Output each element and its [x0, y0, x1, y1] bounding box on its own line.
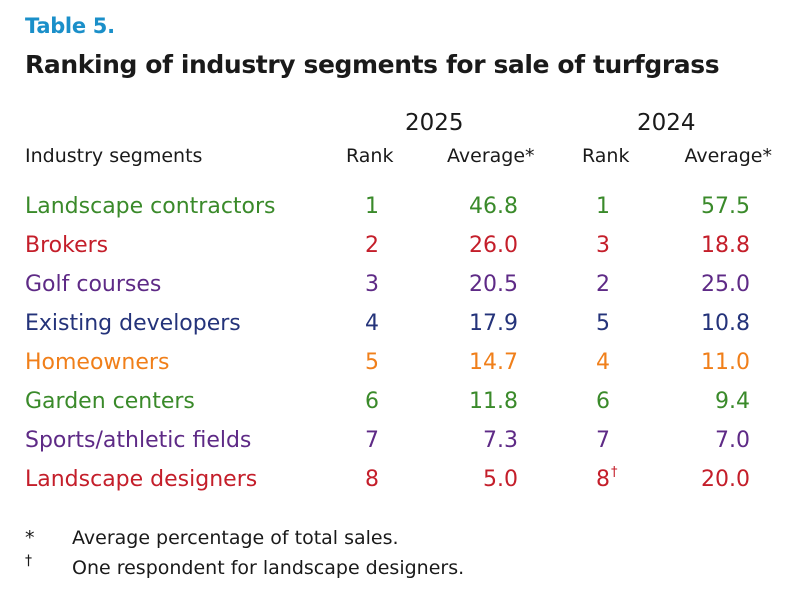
rank-2024: 5 [596, 311, 611, 336]
table-body: Landscape contractors 1 46.8 1 57.5 Brok… [0, 192, 800, 504]
column-header-segment: Industry segments [25, 145, 203, 167]
year-header-2025: 2025 [405, 110, 464, 136]
rank-2025: 6 [365, 389, 379, 414]
segment-name: Brokers [25, 233, 109, 258]
average-2024: 9.4 [715, 389, 750, 414]
rank-2024-value: 4 [596, 350, 610, 375]
rank-2025: 7 [365, 428, 379, 453]
average-2025: 5.0 [483, 467, 518, 492]
rank-2024-value: 2 [596, 272, 610, 297]
average-2024: 18.8 [701, 233, 750, 258]
rank-2025: 3 [365, 272, 379, 297]
table-row: Landscape designers 8 5.0 8† 20.0 [0, 465, 800, 504]
table-row: Garden centers 6 11.8 6 9.4 [0, 387, 800, 426]
segment-name: Golf courses [25, 272, 162, 297]
average-2024: 10.8 [701, 311, 750, 336]
rank-2024: 6 [596, 389, 611, 414]
average-2025: 46.8 [469, 194, 518, 219]
table-row: Landscape contractors 1 46.8 1 57.5 [0, 192, 800, 231]
average-2025: 14.7 [469, 350, 518, 375]
rank-2025: 4 [365, 311, 379, 336]
rank-2024: 3 [596, 233, 611, 258]
average-2024: 7.0 [715, 428, 750, 453]
table-row: Sports/athletic fields 7 7.3 7 7.0 [0, 426, 800, 465]
rank-2024-value: 7 [596, 428, 610, 453]
segment-name: Homeowners [25, 350, 170, 375]
average-2025: 7.3 [483, 428, 518, 453]
footnote-symbol: * [25, 527, 35, 549]
table-title: Ranking of industry segments for sale of… [25, 50, 720, 79]
average-2025: 11.8 [469, 389, 518, 414]
rank-2024-value: 3 [596, 233, 610, 258]
segment-name: Landscape contractors [25, 194, 276, 219]
rank-2024: 8† [596, 465, 618, 492]
footnote-text: Average percentage of total sales. [72, 527, 399, 549]
segment-name: Garden centers [25, 389, 195, 414]
rank-2024-mark: † [611, 465, 618, 480]
average-2024: 25.0 [701, 272, 750, 297]
average-2025: 26.0 [469, 233, 518, 258]
column-header-average-2024: Average* [684, 145, 772, 167]
table-row: Homeowners 5 14.7 4 11.0 [0, 348, 800, 387]
table-label: Table 5. [25, 14, 115, 38]
rank-2025: 8 [365, 467, 379, 492]
rank-2024-value: 8 [596, 467, 610, 492]
rank-2025: 1 [365, 194, 379, 219]
rank-2024: 1 [596, 194, 611, 219]
rank-2024: 4 [596, 350, 611, 375]
segment-name: Sports/athletic fields [25, 428, 252, 453]
column-header-average-2025: Average* [447, 145, 535, 167]
segment-name: Landscape designers [25, 467, 258, 492]
average-2025: 20.5 [469, 272, 518, 297]
rank-2024-value: 1 [596, 194, 610, 219]
column-header-rank-2024: Rank [582, 145, 630, 167]
rank-2025: 5 [365, 350, 379, 375]
rank-2024-value: 5 [596, 311, 610, 336]
footnote-symbol: † [25, 553, 32, 569]
table-row: Golf courses 3 20.5 2 25.0 [0, 270, 800, 309]
table-row: Existing developers 4 17.9 5 10.8 [0, 309, 800, 348]
rank-2025: 2 [365, 233, 379, 258]
footnote-text: One respondent for landscape designers. [72, 557, 465, 579]
average-2024: 11.0 [701, 350, 750, 375]
rank-2024: 2 [596, 272, 611, 297]
segment-name: Existing developers [25, 311, 241, 336]
rank-2024: 7 [596, 428, 611, 453]
rank-2024-value: 6 [596, 389, 610, 414]
column-header-rank-2025: Rank [346, 145, 394, 167]
table-row: Brokers 2 26.0 3 18.8 [0, 231, 800, 270]
average-2024: 20.0 [701, 467, 750, 492]
average-2024: 57.5 [701, 194, 750, 219]
year-header-2024: 2024 [637, 110, 696, 136]
average-2025: 17.9 [469, 311, 518, 336]
